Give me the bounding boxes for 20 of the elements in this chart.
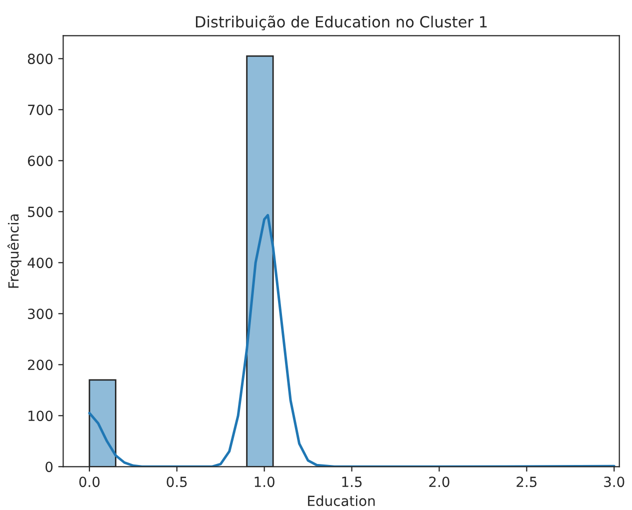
x-tick-label: 3.0 xyxy=(604,476,624,488)
x-axis-title: Education xyxy=(308,495,375,506)
y-tick-label: 700 xyxy=(28,104,53,116)
y-tick-label: 500 xyxy=(28,206,53,218)
x-tick-label: 0.5 xyxy=(166,476,187,488)
y-tick-label: 400 xyxy=(28,258,53,268)
x-tick-label: 0.0 xyxy=(79,476,100,488)
x-tick-label: 2.0 xyxy=(429,476,450,488)
y-tick-label: 100 xyxy=(28,410,53,422)
x-tick-label: 2.5 xyxy=(516,476,536,488)
y-tick-label: 300 xyxy=(28,308,53,320)
y-tick-label: 600 xyxy=(28,156,53,166)
y-tick-label: 800 xyxy=(28,54,53,64)
y-tick-label: 200 xyxy=(28,360,53,370)
chart-title: Distribuição de Education no Cluster 1 xyxy=(196,16,487,30)
x-tick-label: 1.5 xyxy=(342,476,362,488)
x-tick-label: 1.0 xyxy=(254,476,274,488)
line-series xyxy=(88,214,616,467)
y-axis-title: Frequência xyxy=(7,214,22,288)
y-tick-label: 0 xyxy=(46,462,53,472)
